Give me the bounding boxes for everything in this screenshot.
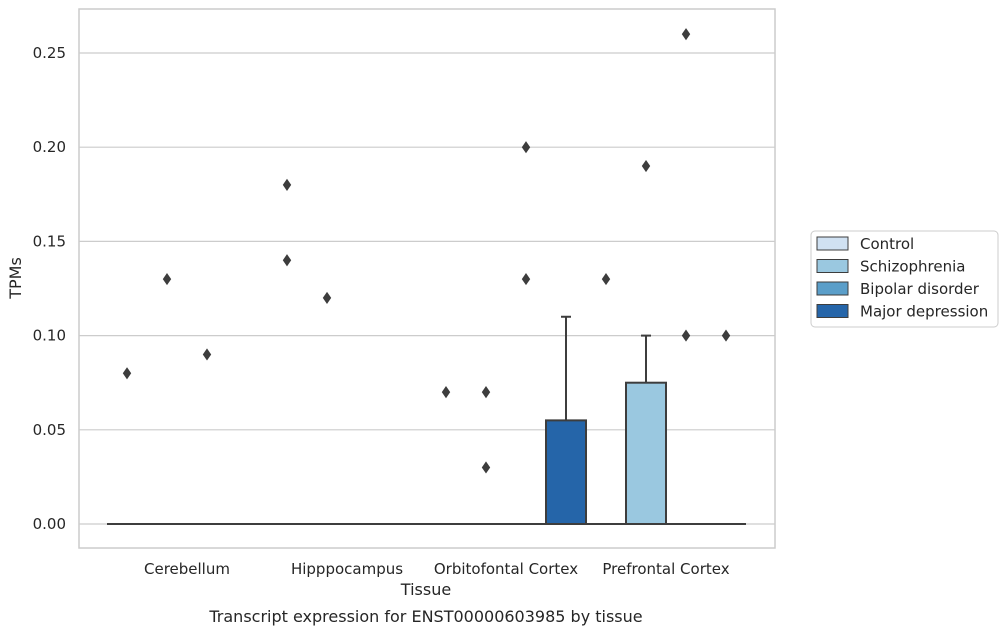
y-tick-labels: 0.00 0.05 0.10 0.15 0.20 0.25 xyxy=(33,44,66,533)
outlier-point xyxy=(162,273,172,286)
outlier-point xyxy=(681,329,691,342)
y-tick-label: 0.00 xyxy=(33,515,66,533)
outlier-point xyxy=(282,178,292,191)
x-tick-label: Orbitofontal Cortex xyxy=(434,560,578,578)
outlier-point xyxy=(481,461,491,474)
y-tick-label: 0.10 xyxy=(33,327,66,345)
outlier-point xyxy=(202,348,212,361)
x-axis-label: Tissue xyxy=(400,580,451,599)
outlier-point xyxy=(322,291,332,304)
outlier-point xyxy=(681,28,691,41)
x-tick-label: Cerebellum xyxy=(144,560,230,578)
x-tick-label: Prefrontal Cortex xyxy=(602,560,729,578)
x-tick-labels: Cerebellum Hipppocampus Orbitofontal Corte… xyxy=(144,560,730,578)
gridlines xyxy=(79,52,775,525)
legend-swatch xyxy=(816,236,849,251)
y-axis-label: TPMs xyxy=(6,257,25,300)
legend-frame xyxy=(810,230,999,328)
outlier-point xyxy=(122,367,132,380)
outlier-point xyxy=(481,386,491,399)
box-iqr xyxy=(625,381,667,526)
legend: Control Schizophrenia Bipolar disorder Majo… xyxy=(810,230,999,328)
y-tick-label: 0.05 xyxy=(33,421,66,439)
y-tick-label: 0.25 xyxy=(33,44,66,62)
y-tick-label: 0.15 xyxy=(33,232,66,250)
y-tick-label: 0.20 xyxy=(33,138,66,156)
box-major-depression-orbitofontal-cortex xyxy=(545,315,587,526)
plot-border xyxy=(78,8,776,549)
legend-label: Control xyxy=(860,235,914,253)
x-tick-label: Hipppocampus xyxy=(291,560,403,578)
outliers-layer xyxy=(122,28,731,474)
outlier-point xyxy=(721,329,731,342)
legend-label: Major depression xyxy=(860,303,988,321)
box-schizophrenia-prefrontal-cortex xyxy=(625,334,667,526)
outlier-point xyxy=(521,273,531,286)
outlier-point xyxy=(282,254,292,267)
outlier-point xyxy=(441,386,451,399)
legend-label: Bipolar disorder xyxy=(860,280,980,298)
legend-swatch xyxy=(816,281,849,296)
legend-swatch xyxy=(816,304,849,318)
outlier-point xyxy=(521,141,531,154)
plot-frame xyxy=(78,8,776,549)
outlier-point xyxy=(641,159,651,173)
legend-label: Schizophrenia xyxy=(860,258,965,276)
box-iqr xyxy=(545,419,587,526)
outlier-point xyxy=(601,273,611,286)
chart-caption: Transcript expression for ENST0000060398… xyxy=(208,607,642,626)
legend-swatch xyxy=(816,259,849,273)
boxes-layer xyxy=(107,315,746,526)
